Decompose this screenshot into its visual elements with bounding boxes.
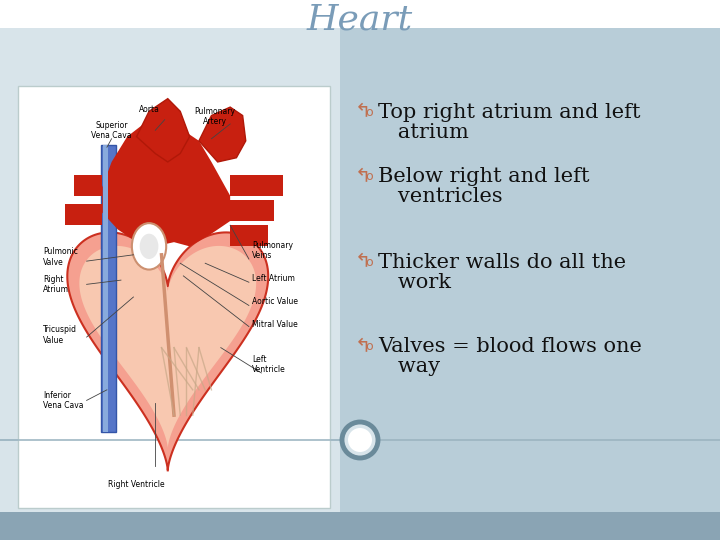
Text: o: o (365, 171, 373, 184)
Polygon shape (102, 120, 230, 246)
Text: o: o (365, 341, 373, 354)
Circle shape (140, 234, 158, 259)
Text: ↰: ↰ (355, 167, 372, 186)
Circle shape (348, 428, 372, 452)
Text: Aortic Value: Aortic Value (252, 296, 298, 306)
Text: ventricles: ventricles (378, 187, 503, 206)
Text: Below right and left: Below right and left (378, 167, 590, 186)
Polygon shape (137, 99, 189, 162)
Text: way: way (378, 357, 440, 376)
Text: o: o (365, 105, 373, 118)
Text: Right
Atrium: Right Atrium (43, 275, 69, 294)
Polygon shape (103, 145, 108, 432)
Polygon shape (79, 246, 256, 448)
Text: Thicker walls do all the: Thicker walls do all the (378, 253, 626, 272)
FancyBboxPatch shape (340, 440, 720, 512)
Text: Left
Ventricle: Left Ventricle (252, 355, 286, 374)
Polygon shape (230, 200, 274, 221)
Text: Superior
Vena Cava: Superior Vena Cava (91, 120, 132, 140)
Text: Pulmonic
Valve: Pulmonic Valve (43, 247, 78, 267)
FancyBboxPatch shape (0, 28, 340, 440)
FancyBboxPatch shape (0, 512, 720, 540)
Text: Inferior
Vena Cava: Inferior Vena Cava (43, 391, 84, 410)
Polygon shape (67, 232, 269, 470)
Polygon shape (101, 145, 117, 432)
Text: Aorta: Aorta (139, 105, 159, 114)
Text: o: o (365, 255, 373, 268)
Text: Pulmonary
Veins: Pulmonary Veins (252, 241, 293, 260)
Text: ↰: ↰ (355, 103, 372, 122)
Text: Valves = blood flows one: Valves = blood flows one (378, 338, 642, 356)
Text: ↰: ↰ (355, 338, 372, 356)
Text: Left Atrium: Left Atrium (252, 273, 295, 282)
Text: Right Ventricle: Right Ventricle (108, 480, 165, 489)
Text: Tricuspid
Value: Tricuspid Value (43, 325, 77, 345)
Text: atrium: atrium (378, 123, 469, 141)
Polygon shape (230, 174, 283, 195)
Polygon shape (74, 174, 102, 195)
Text: Top right atrium and left: Top right atrium and left (378, 103, 641, 122)
Polygon shape (65, 204, 102, 225)
Polygon shape (199, 107, 246, 162)
FancyBboxPatch shape (0, 440, 340, 512)
Text: ↰: ↰ (355, 253, 372, 272)
FancyBboxPatch shape (0, 0, 720, 440)
Circle shape (132, 223, 166, 269)
Text: Pulmonary
Artery: Pulmonary Artery (194, 107, 235, 126)
Text: work: work (378, 273, 451, 292)
Text: Mitral Value: Mitral Value (252, 320, 298, 329)
FancyBboxPatch shape (18, 86, 330, 508)
Polygon shape (230, 225, 268, 246)
FancyBboxPatch shape (340, 28, 720, 440)
Circle shape (342, 422, 378, 458)
Text: Heart: Heart (307, 3, 413, 37)
